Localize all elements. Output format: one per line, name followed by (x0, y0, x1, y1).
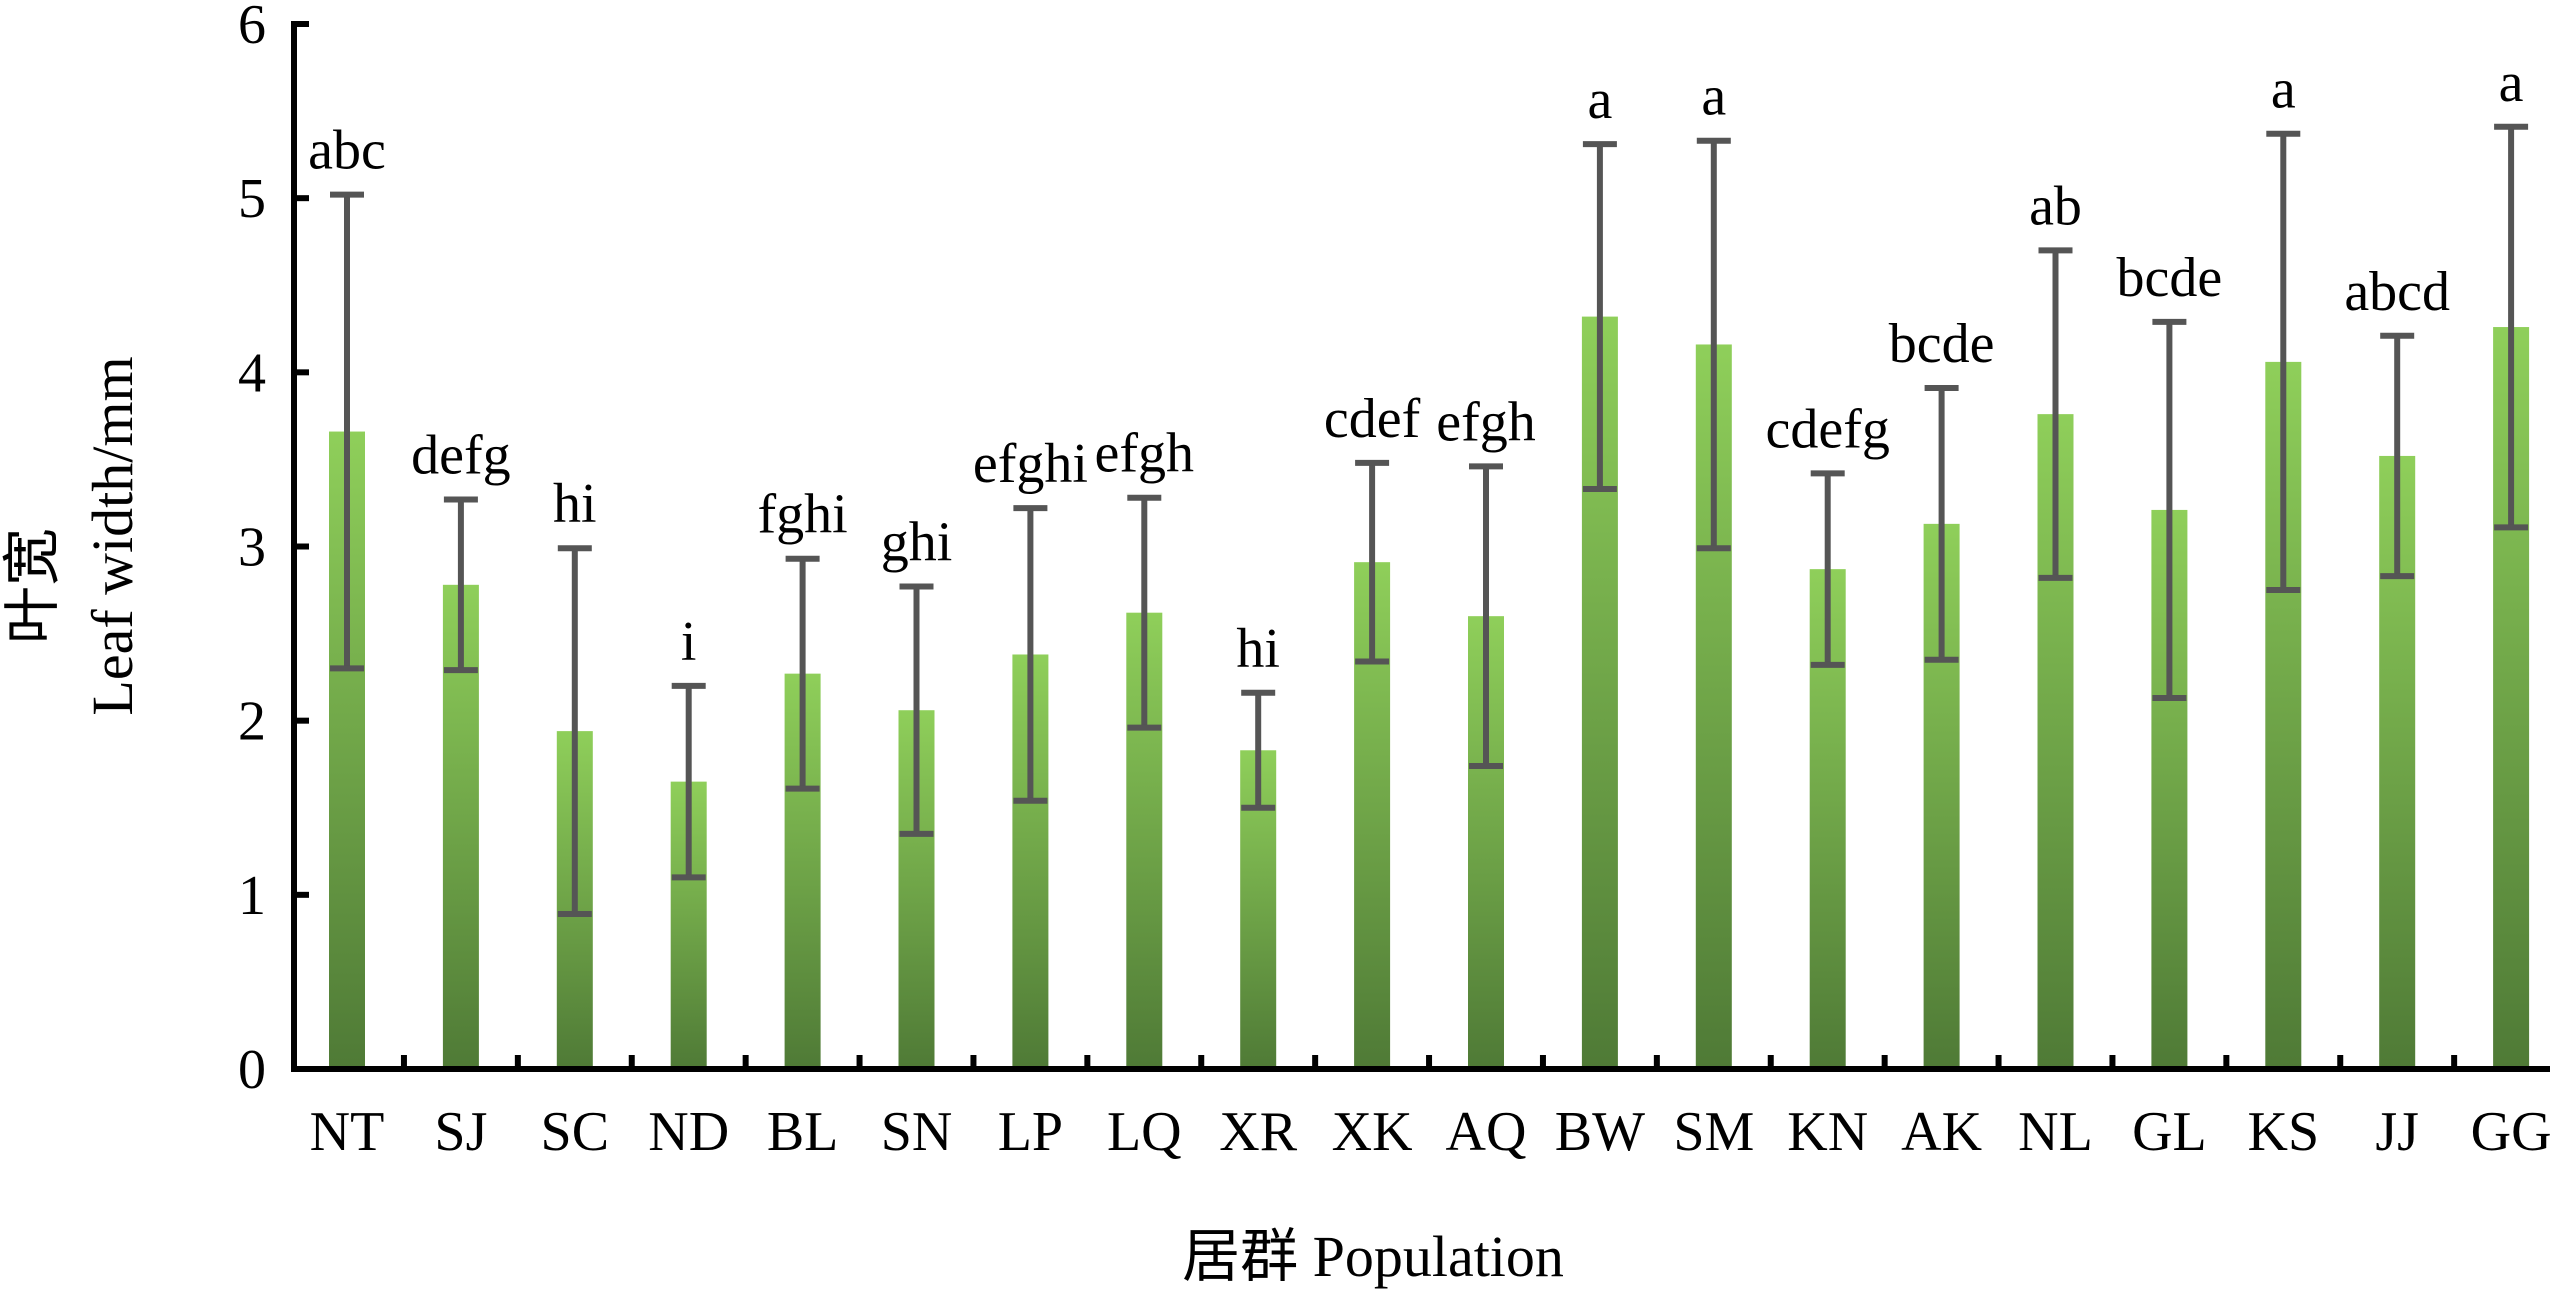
significance-label: hi (553, 473, 597, 535)
significance-label: bcde (2117, 247, 2223, 309)
x-tick-label: BL (767, 1101, 839, 1163)
significance-label: a (2499, 52, 2524, 114)
significance-label: hi (1236, 618, 1280, 680)
significance-label: abcd (2344, 261, 2450, 323)
x-tick-label: SC (541, 1101, 610, 1163)
significance-label: efgh (1436, 391, 1536, 453)
y-tick-label: 0 (238, 1039, 266, 1101)
significance-label: ghi (881, 512, 953, 574)
y-tick-label: 6 (238, 0, 266, 56)
y-axis-title: Leaf width/mm (80, 356, 145, 715)
x-tick-label: AK (1901, 1101, 1982, 1163)
x-axis: NT SJ SC ND BL SN LP LQ XR XK AQ BW SM KN AK NL GL KS JJ GG (291, 1055, 2552, 1163)
significance-label: ab (2029, 175, 2082, 237)
significance-label: i (681, 611, 697, 673)
significance-label: fghi (757, 484, 847, 546)
x-tick-label: XR (1219, 1101, 1297, 1163)
significance-label: efgh (1095, 423, 1195, 485)
x-tick-label: ND (648, 1101, 729, 1163)
y-tick-label: 5 (238, 168, 266, 230)
x-tick-label: LQ (1107, 1101, 1182, 1163)
x-tick-label: LP (998, 1101, 1063, 1163)
significance-label: a (1587, 69, 1612, 131)
x-tick-label: BW (1555, 1101, 1645, 1163)
y-tick-label: 3 (238, 517, 266, 579)
significance-label: bcde (1889, 313, 1995, 375)
y-axis: 0 1 2 3 4 5 6 (238, 0, 309, 1101)
x-tick-label: KN (1787, 1101, 1868, 1163)
x-axis-title: 居群 Population (1182, 1224, 1564, 1289)
significance-label: cdefg (1766, 398, 1890, 460)
x-tick-label: GL (2132, 1101, 2207, 1163)
x-tick-label: NL (2018, 1101, 2093, 1163)
y-tick-label: 4 (238, 342, 266, 404)
significance-label: a (1701, 66, 1726, 128)
x-tick-label: KS (2248, 1101, 2320, 1163)
significance-label: efghi (973, 433, 1088, 495)
y-tick-label: 2 (238, 691, 266, 753)
x-tick-label: XK (1332, 1101, 1413, 1163)
significance-label: defg (411, 424, 511, 486)
x-tick-label: SN (881, 1101, 953, 1163)
y-axis-title-chinese: 叶宽 (0, 528, 65, 644)
x-tick-label: SJ (434, 1101, 487, 1163)
x-tick-label: NT (310, 1101, 385, 1163)
significance-label: abc (308, 120, 386, 182)
x-tick-label: AQ (1446, 1101, 1527, 1163)
x-tick-label: GG (2471, 1101, 2552, 1163)
y-tick-label: 1 (238, 865, 266, 927)
significance-label: a (2271, 59, 2296, 121)
x-tick-label: SM (1673, 1101, 1754, 1163)
x-tick-label: JJ (2375, 1101, 2419, 1163)
significance-label: cdef (1324, 388, 1421, 450)
